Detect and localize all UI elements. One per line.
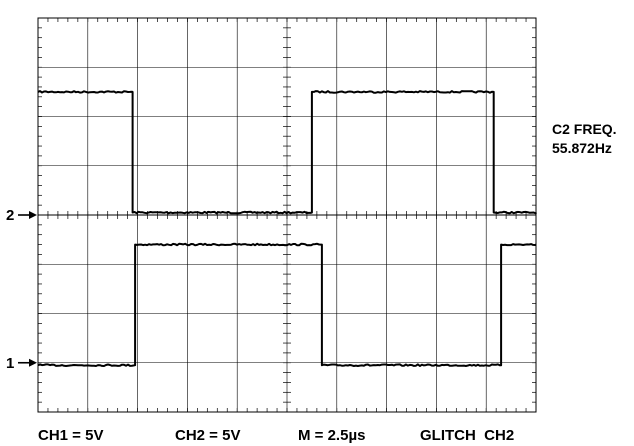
channel-marker-label-2: 2 [6, 207, 14, 224]
channel-markers: 21 [6, 207, 37, 372]
channel-marker-label-1: 1 [6, 355, 14, 372]
channel-marker-arrow-icon [29, 358, 37, 367]
waveform-traces [37, 90, 537, 367]
channel-marker-arrow-icon [29, 211, 37, 219]
ch1-scale-readout: CH1 = 5V [38, 427, 103, 444]
graticule-center-ticks [37, 17, 537, 413]
ch2-scale-readout: CH2 = 5V [175, 427, 240, 444]
trigger-readout: GLITCH CH2 [420, 427, 514, 444]
timebase-readout: M = 2.5µs [298, 427, 365, 444]
freq-label: C2 FREQ. [552, 121, 617, 137]
waveform-ch2 [37, 90, 537, 215]
waveform-ch1 [37, 242, 537, 367]
freq-value: 55.872Hz [552, 140, 612, 156]
